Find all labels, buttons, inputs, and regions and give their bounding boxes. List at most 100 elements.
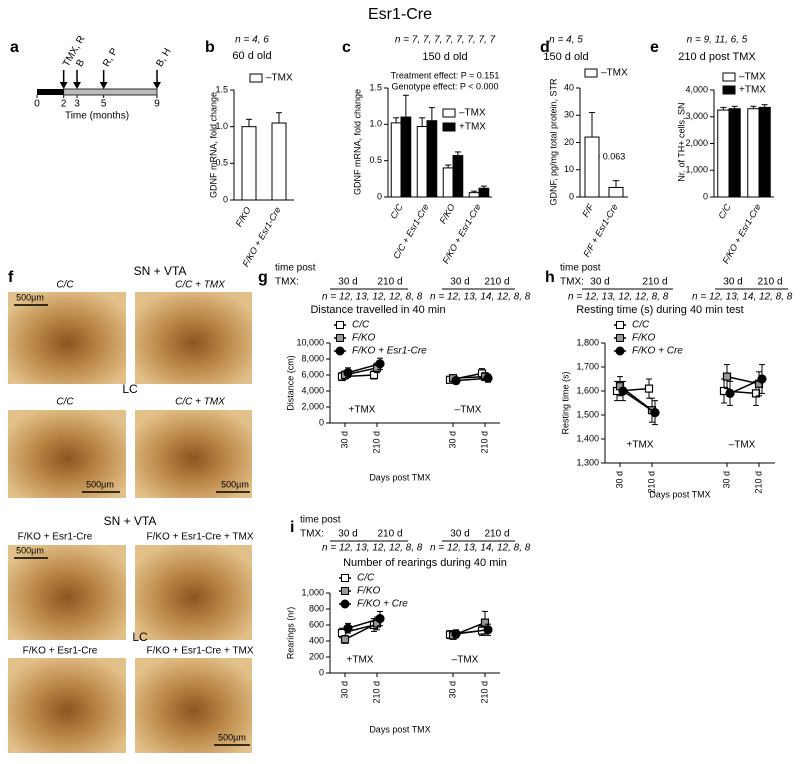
panel-letter: e bbox=[650, 39, 659, 56]
scale-label: 500µm bbox=[218, 732, 246, 742]
x-tick-label: 30 d bbox=[339, 681, 349, 699]
x-tick-label: 0 bbox=[34, 99, 40, 110]
series-line bbox=[455, 377, 489, 382]
bar bbox=[608, 186, 624, 198]
legend-marker bbox=[341, 587, 349, 595]
chart-title: Distance travelled in 40 min bbox=[310, 304, 445, 316]
x-tick-label: C/C bbox=[716, 202, 733, 221]
y-tick-label: 40 bbox=[564, 82, 574, 92]
y-axis-label: Rearings (nr) bbox=[285, 607, 295, 660]
bar bbox=[478, 187, 490, 198]
n-label: n = 12, 13, 14, 12, 8, 8 bbox=[430, 543, 531, 554]
group-label: –TMX bbox=[452, 655, 479, 666]
y-tick-label: 1,500 bbox=[576, 409, 599, 419]
point bbox=[451, 629, 461, 639]
bar bbox=[758, 106, 771, 198]
treatment-bar bbox=[37, 89, 64, 95]
legend-marker bbox=[335, 346, 345, 356]
region-label: LC bbox=[122, 382, 138, 396]
y-axis-label: GDNF mRNA, fold change bbox=[352, 89, 362, 195]
y-axis-label: Distance (cm) bbox=[285, 355, 295, 411]
histology-image bbox=[8, 545, 126, 640]
x-tick-label: 30 d bbox=[447, 681, 457, 699]
n-label: n = 12, 13, 14, 12, 8, 8 bbox=[692, 292, 793, 303]
header-label: TMX: bbox=[275, 277, 299, 288]
header-label: time post bbox=[300, 515, 341, 526]
followup-bar bbox=[63, 88, 158, 96]
point bbox=[483, 625, 493, 635]
x-tick-label: 30 d bbox=[721, 471, 731, 489]
x-axis-label: Days post TMX bbox=[649, 489, 710, 499]
histology-image bbox=[135, 658, 252, 753]
n-label: n = 7, 7, 7, 7, 7, 7, 7, 7 bbox=[395, 35, 496, 46]
header-day: 30 d bbox=[338, 277, 357, 288]
panel-letter: a bbox=[10, 39, 19, 56]
scale-label: 500µm bbox=[16, 292, 44, 302]
x-tick-label: 30 d bbox=[614, 471, 624, 489]
subtitle: 60 d old bbox=[232, 50, 271, 62]
n-label: n = 12, 13, 12, 12, 8, 8 bbox=[322, 543, 423, 554]
legend-label: –TMX bbox=[739, 72, 766, 83]
bar bbox=[390, 122, 402, 198]
legend-label: –TMX bbox=[266, 73, 293, 84]
legend-label: –TMX bbox=[601, 68, 628, 79]
series-line bbox=[455, 629, 489, 635]
x-tick-label: 210 d bbox=[371, 431, 381, 454]
y-tick-label: 1.0 bbox=[215, 121, 228, 131]
header-day: 30 d bbox=[450, 277, 469, 288]
series-line bbox=[347, 363, 381, 374]
n-label: n = 12, 13, 12, 12, 8, 8 bbox=[322, 292, 423, 303]
header-day: 30 d bbox=[338, 529, 357, 540]
x-tick-label: 5 bbox=[101, 99, 107, 110]
group-label: +TMX bbox=[627, 440, 654, 451]
panel-letter: h bbox=[545, 269, 555, 286]
subtitle: 150 d old bbox=[422, 51, 467, 63]
y-axis-label: GDNF, pg/mg total protein, STR bbox=[548, 78, 558, 206]
y-tick-label: 600 bbox=[309, 619, 324, 629]
image-label: C/C + TMX bbox=[175, 280, 225, 291]
n-label: n = 4, 6 bbox=[235, 35, 269, 46]
n-label: n = 9, 11, 6, 5 bbox=[687, 35, 748, 46]
n-label: n = 4, 5 bbox=[549, 35, 583, 46]
header-day: 210 d bbox=[642, 277, 667, 288]
point bbox=[722, 372, 732, 381]
event-arrowhead bbox=[59, 82, 68, 89]
header-day: 210 d bbox=[377, 529, 402, 540]
series-line bbox=[729, 378, 763, 395]
legend-marker bbox=[616, 334, 624, 342]
y-axis-label: Nr. of TH+ cells, SN bbox=[676, 102, 686, 181]
y-tick-label: 3,000 bbox=[685, 111, 708, 121]
point bbox=[375, 359, 385, 369]
scale-label: 500µm bbox=[86, 479, 114, 489]
point bbox=[343, 368, 353, 378]
y-tick-label: 0 bbox=[319, 417, 324, 427]
bar bbox=[271, 122, 287, 201]
y-tick-label: 30 bbox=[564, 110, 574, 120]
y-tick-label: 1,600 bbox=[576, 385, 599, 395]
group-label: –TMX bbox=[729, 440, 756, 451]
bar bbox=[426, 120, 438, 198]
x-axis-label: Time (months) bbox=[65, 111, 129, 122]
panel-letter: i bbox=[290, 519, 294, 536]
legend-label: F/KO bbox=[352, 333, 376, 344]
y-tick-label: 1.0 bbox=[369, 119, 382, 129]
y-axis-label: GDNF mRNA, fold change bbox=[208, 92, 218, 198]
histology-image bbox=[8, 658, 126, 753]
y-tick-label: 1,000 bbox=[301, 587, 324, 597]
annotation: P = 0.063 bbox=[587, 151, 626, 161]
header-label: time post bbox=[560, 263, 601, 274]
legend-label: F/KO + Cre bbox=[632, 346, 683, 357]
legend-label: C/C bbox=[632, 320, 650, 331]
scale-label: 500µm bbox=[221, 479, 249, 489]
legend-marker bbox=[336, 334, 344, 342]
y-tick-label: 400 bbox=[309, 635, 324, 645]
header-label: TMX: bbox=[560, 277, 584, 288]
legend-label: C/C bbox=[352, 320, 370, 331]
legend-marker bbox=[615, 346, 625, 356]
image-label: F/KO + Esr1-Cre bbox=[18, 532, 93, 543]
scale-label: 500µm bbox=[16, 545, 44, 555]
region-label: SN + VTA bbox=[104, 514, 157, 528]
histology-image bbox=[135, 292, 252, 384]
y-tick-label: 0 bbox=[319, 667, 324, 677]
point bbox=[375, 613, 385, 624]
